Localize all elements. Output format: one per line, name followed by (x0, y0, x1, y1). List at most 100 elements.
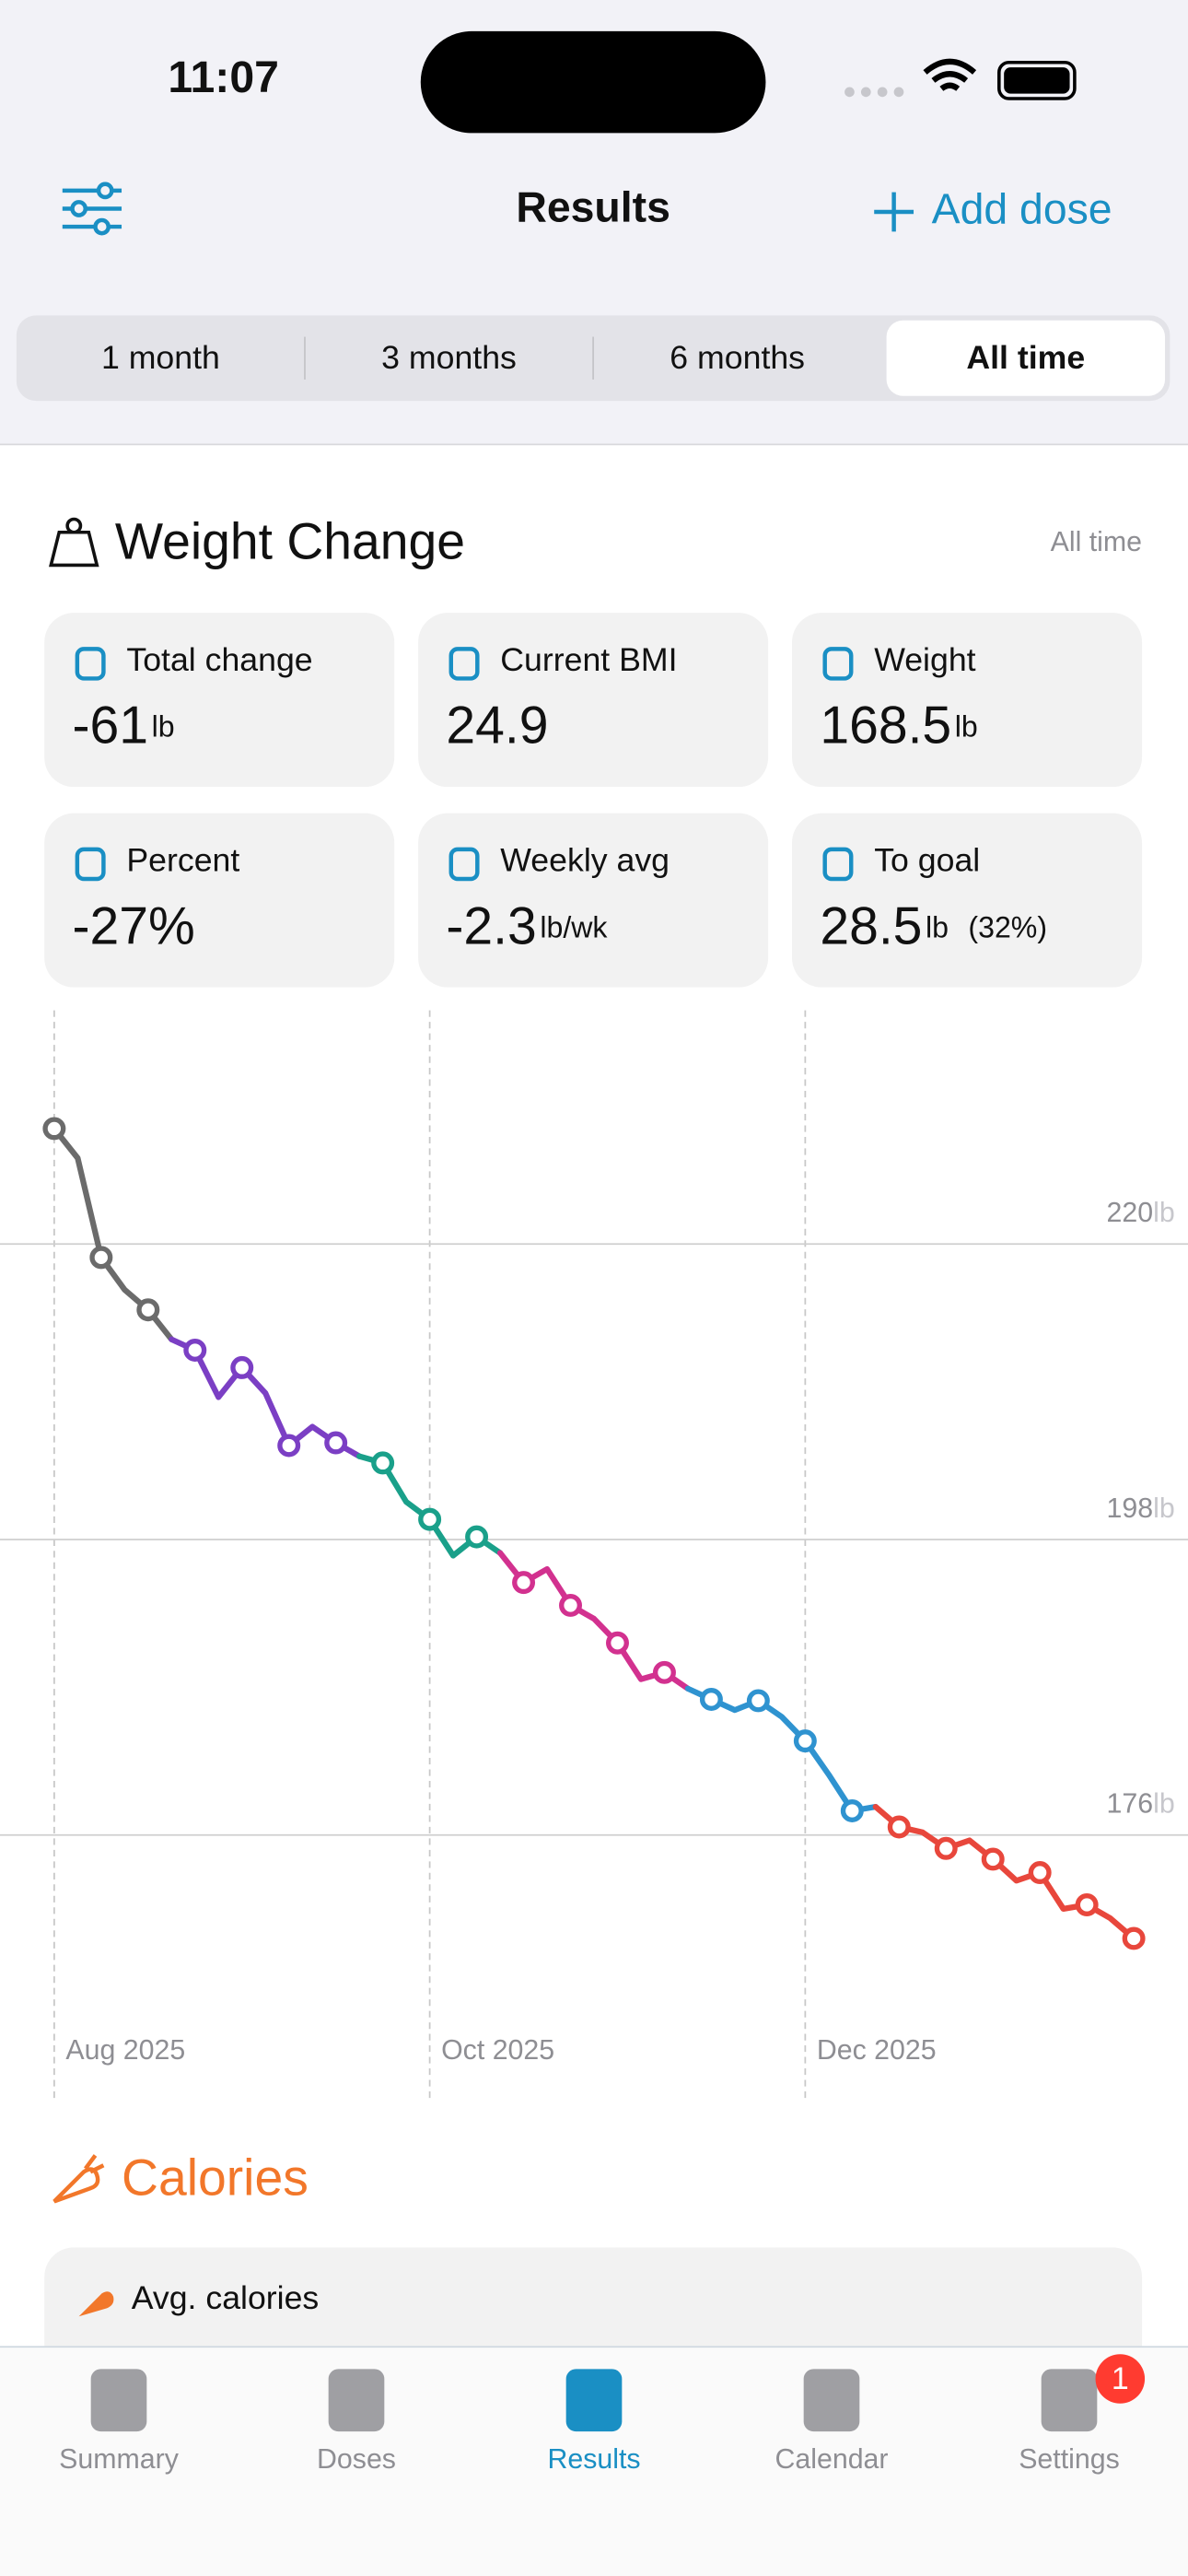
stat-card (792, 613, 1143, 788)
stat-card (792, 813, 1143, 988)
time-tabs: 1 month 3 months 6 months All time (101, 320, 1166, 396)
stat-label: Percent (126, 842, 239, 879)
tab-bar-label[interactable]: Summary (59, 2444, 180, 2475)
weight-title: Weight Change (115, 513, 465, 570)
stat-value: 168.5 lb (820, 697, 977, 755)
stat-value: -2.3 lb/wk (446, 896, 608, 955)
stat-card (44, 813, 395, 988)
y-tick-label: 198lb (1107, 1493, 1175, 1524)
weight-point (1075, 1893, 1099, 1916)
stat-icon (75, 847, 106, 882)
stat-value: 24.9 (446, 697, 548, 755)
stat-value: -27% (73, 896, 195, 955)
battery-icon (997, 60, 1077, 100)
stat-icon (822, 647, 854, 681)
stat-label: Weekly avg (500, 842, 670, 879)
add-dose-button[interactable]: Add dose (932, 184, 1112, 232)
y-tick-unit: lb (1153, 1789, 1175, 1820)
weight-point (324, 1431, 348, 1455)
weight-point (183, 1338, 207, 1362)
tab-label[interactable]: 1 month (101, 339, 220, 376)
carrot-small-icon (78, 2291, 114, 2317)
tab-icon[interactable] (1041, 2369, 1098, 2432)
x-tick-label: Dec 2025 (817, 2035, 937, 2066)
tab-icon[interactable] (328, 2369, 385, 2432)
badge-count: 1 (1112, 2361, 1129, 2396)
weight-point (699, 1687, 723, 1711)
weight-point (887, 1815, 911, 1839)
filter-button[interactable] (62, 181, 122, 236)
weight-line (872, 1803, 1137, 1942)
add-icon[interactable] (874, 192, 914, 232)
stat-unit: lb (152, 710, 175, 744)
tab-label[interactable]: All time (966, 339, 1085, 376)
x-tick-label: Oct 2025 (441, 2035, 554, 2066)
stat-card (418, 613, 769, 788)
weight-point (559, 1593, 583, 1617)
selected-tab (886, 320, 1166, 396)
stat-icon (822, 847, 854, 882)
status-time: 11:07 (168, 53, 279, 102)
tab-icon[interactable] (90, 2369, 147, 2432)
wifi-icon (923, 58, 977, 91)
weight-point (371, 1451, 395, 1475)
stat-label: To goal (874, 842, 980, 879)
x-tick-label: Aug 2025 (65, 2035, 185, 2066)
y-tick-unit: lb (1153, 1198, 1175, 1228)
tab-label[interactable]: 6 months (670, 339, 805, 376)
battery-level (1004, 67, 1070, 94)
stat-number: -2.3 (446, 896, 536, 955)
badge (1095, 2354, 1146, 2404)
stat-number: 28.5 (820, 896, 922, 955)
tab-bar-label[interactable]: Calendar (775, 2444, 888, 2475)
weight-point (42, 1117, 66, 1141)
weight-point (89, 1246, 113, 1270)
weight-point (512, 1571, 536, 1595)
stat-value: 28.5 lb (32%) (820, 896, 1047, 955)
tab-label[interactable]: 3 months (381, 339, 517, 376)
calories-card-label: Avg. calories (132, 2279, 320, 2316)
weight-point (465, 1525, 489, 1549)
tab-icon[interactable] (565, 2369, 623, 2432)
stat-number: 168.5 (820, 697, 951, 755)
y-tick-label: 176lb (1107, 1789, 1175, 1820)
weight-point (840, 1798, 864, 1822)
dynamic-island (420, 30, 766, 134)
stat-label: Weight (874, 641, 975, 678)
weight-point (746, 1689, 770, 1713)
tab-icon[interactable] (803, 2369, 860, 2432)
stat-icon (448, 647, 480, 681)
tab-bar-label[interactable]: Doses (317, 2444, 396, 2475)
weight-point (230, 1355, 254, 1379)
carrot-icon (52, 2154, 105, 2204)
weight-range: All time (1051, 527, 1142, 557)
y-tick-value: 176 (1107, 1789, 1154, 1820)
stat-unit: lb (955, 710, 978, 744)
stat-value: -61 lb (73, 697, 175, 755)
weight-point (934, 1836, 958, 1860)
y-tick-unit: lb (1153, 1493, 1175, 1524)
stat-icon (448, 847, 480, 882)
tab-bar-items: Summary Doses Results Calendar Settings 1 (59, 2354, 1146, 2475)
tab-bar-label[interactable]: Results (547, 2444, 640, 2475)
tab-bar-label[interactable]: Settings (1019, 2444, 1120, 2475)
weight-point (418, 1507, 442, 1531)
stat-label: Current BMI (500, 641, 677, 678)
stat-label: Total change (126, 641, 312, 678)
y-tick-value: 198 (1107, 1493, 1154, 1524)
weight-point (277, 1434, 301, 1458)
y-tick-label: 220lb (1107, 1198, 1175, 1228)
stat-number: -61 (73, 697, 149, 755)
weight-point (605, 1631, 629, 1655)
stat-extra: (32%) (968, 911, 1047, 944)
stat-unit: lb/wk (540, 911, 608, 944)
stat-number: -27% (73, 896, 195, 955)
weight-point (652, 1660, 676, 1684)
nav-title: Results (516, 183, 670, 231)
weight-point (981, 1847, 1005, 1871)
stat-icon (75, 647, 106, 681)
y-tick-value: 220 (1107, 1198, 1154, 1228)
scale-icon (49, 517, 99, 568)
